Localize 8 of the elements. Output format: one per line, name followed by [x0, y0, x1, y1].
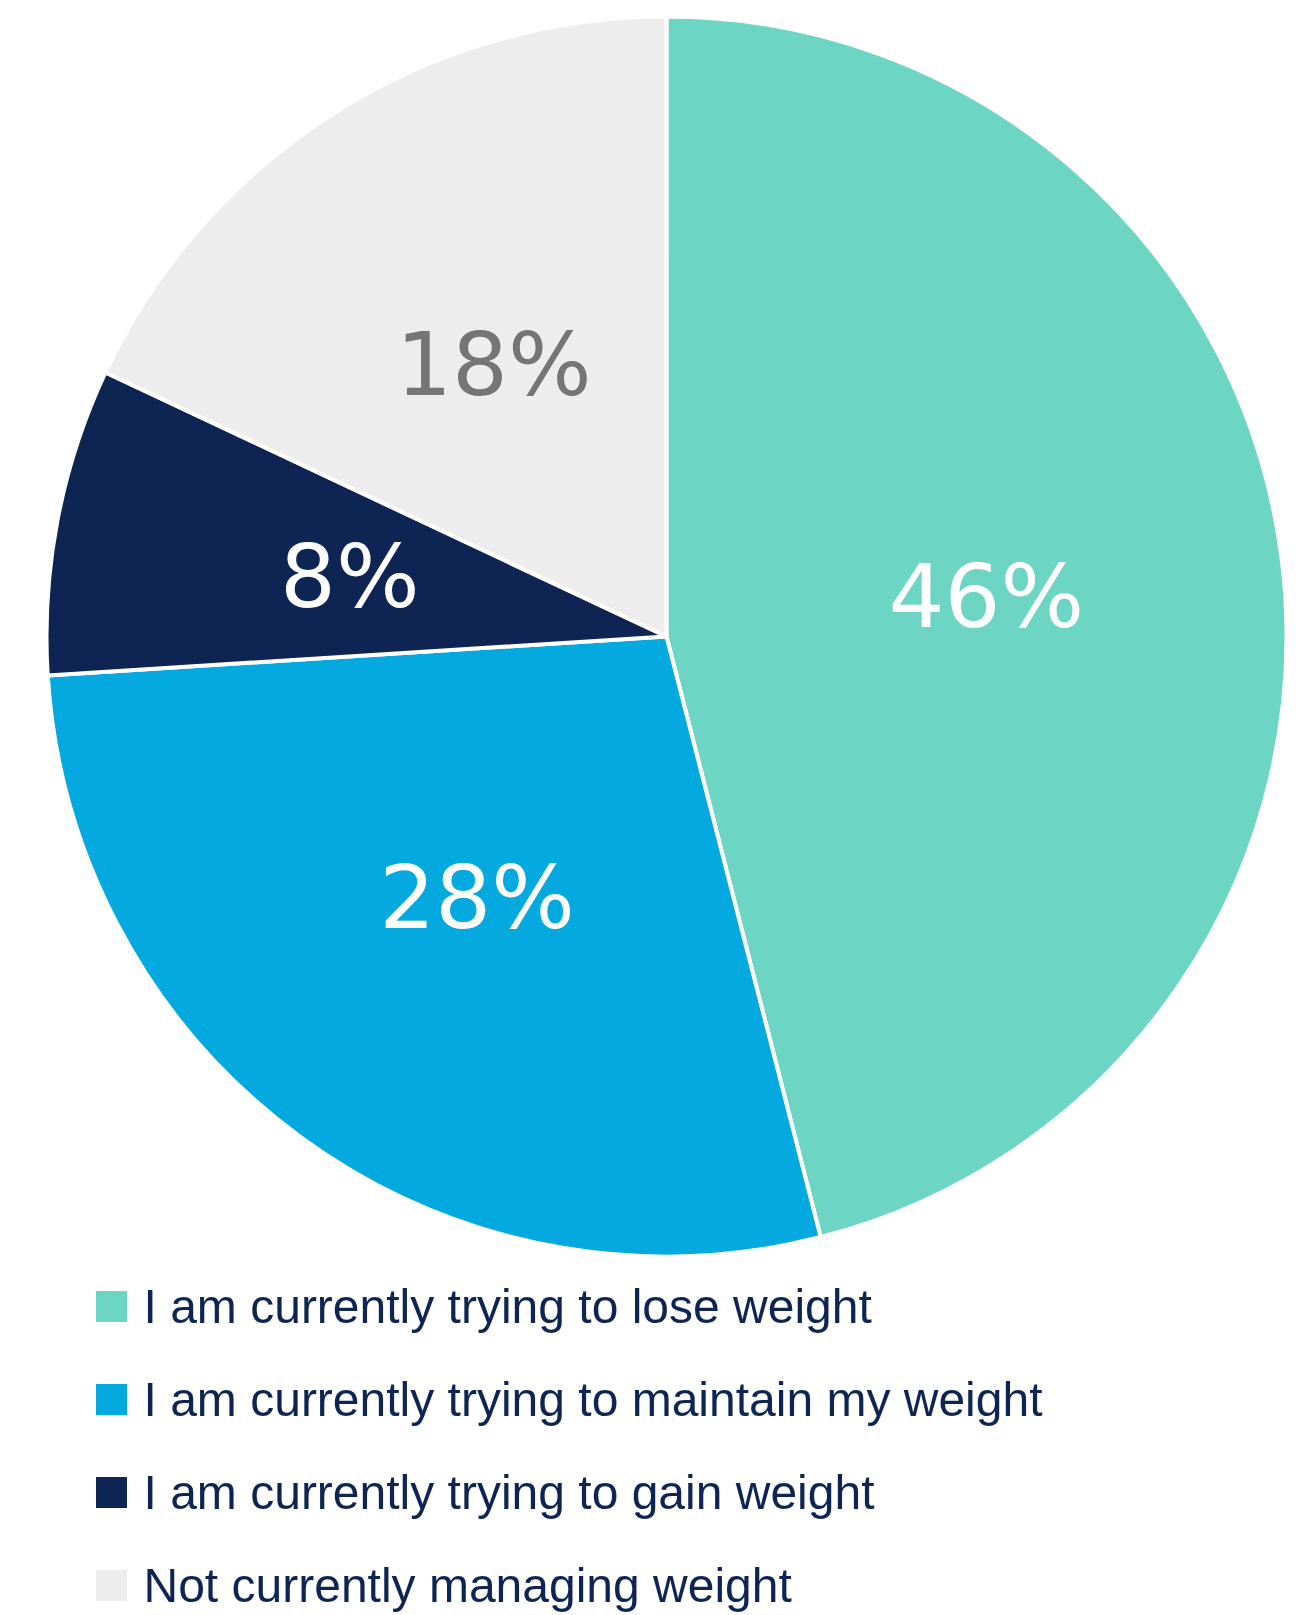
data-label: 18% — [395, 312, 592, 416]
data-label: 46% — [888, 544, 1085, 648]
legend-label: I am currently trying to gain weight — [143, 1466, 875, 1519]
data-label: 28% — [379, 845, 575, 949]
legend-label: I am currently trying to lose weight — [143, 1280, 872, 1333]
legend-label: I am currently trying to maintain my weight — [143, 1373, 1043, 1426]
legend-label: Not currently managing weight — [143, 1559, 792, 1612]
data-label: 8% — [280, 524, 420, 628]
